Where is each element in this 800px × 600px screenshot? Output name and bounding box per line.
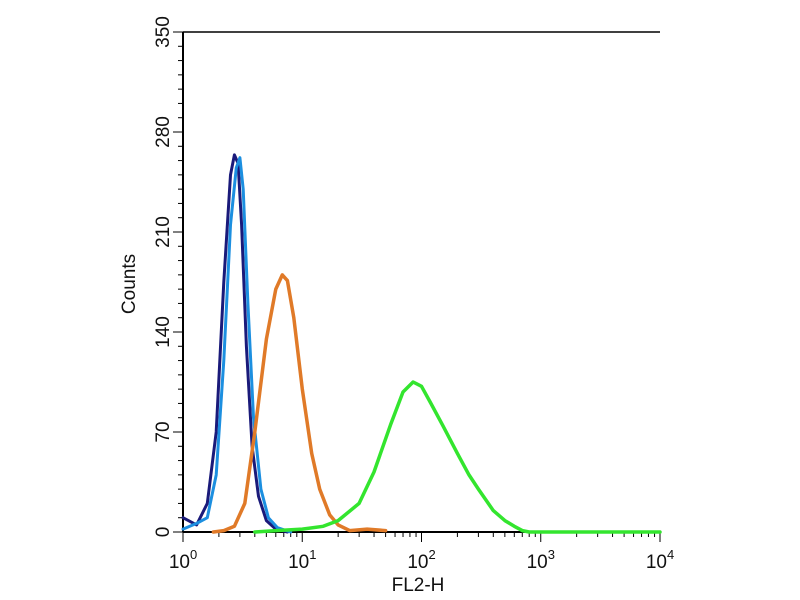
series-line-3 <box>211 273 388 534</box>
series-layer <box>181 153 662 534</box>
series-line-1 <box>181 153 289 534</box>
y-axis-ticks: 0 70 140 210 280 350 <box>153 16 183 537</box>
y-tick-label: 140 <box>153 316 174 348</box>
y-tick-label: 280 <box>153 116 174 148</box>
x-tick-label: 103 <box>527 547 555 573</box>
x-tick-label: 101 <box>288 547 316 573</box>
y-tick-label: 350 <box>153 16 174 48</box>
series-line-2 <box>181 156 293 534</box>
series-line-4 <box>253 380 662 534</box>
y-tick-label: 0 <box>153 527 174 538</box>
y-tick-label: 70 <box>153 421 174 442</box>
x-tick-label: 102 <box>407 547 435 573</box>
x-axis-title: FL2-H <box>392 575 445 596</box>
y-tick-label: 210 <box>153 216 174 248</box>
y-axis-title: Counts <box>119 254 140 314</box>
x-tick-label: 104 <box>646 547 674 573</box>
x-tick-label: 100 <box>169 547 197 573</box>
x-axis-ticks: 100 101 102 103 104 <box>169 532 674 573</box>
